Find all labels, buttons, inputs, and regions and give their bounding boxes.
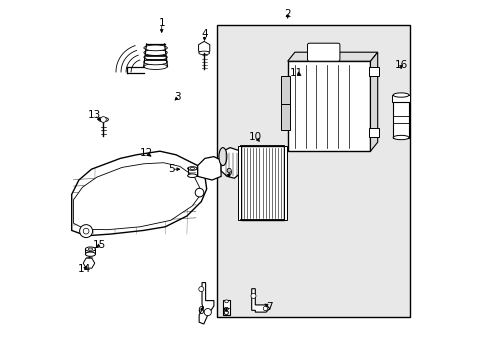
Polygon shape — [199, 283, 213, 324]
Text: 1: 1 — [158, 18, 164, 28]
Text: 12: 12 — [140, 148, 153, 158]
Text: 13: 13 — [87, 110, 101, 120]
Text: 10: 10 — [248, 132, 262, 142]
Polygon shape — [72, 151, 206, 236]
Bar — [280, 101, 289, 130]
Bar — [280, 76, 289, 104]
FancyBboxPatch shape — [287, 61, 370, 151]
Text: 2: 2 — [284, 9, 290, 19]
Circle shape — [101, 117, 106, 122]
Circle shape — [204, 309, 211, 316]
Bar — [368, 128, 379, 137]
Bar — [241, 146, 284, 220]
Ellipse shape — [143, 50, 167, 55]
Text: 3: 3 — [174, 92, 181, 102]
Text: 7: 7 — [266, 302, 272, 312]
Bar — [223, 300, 230, 315]
Polygon shape — [370, 52, 377, 151]
Bar — [368, 67, 379, 76]
Ellipse shape — [224, 300, 228, 303]
Text: 6: 6 — [197, 306, 203, 316]
Circle shape — [199, 287, 203, 292]
Polygon shape — [251, 289, 269, 312]
Ellipse shape — [199, 51, 209, 55]
Ellipse shape — [88, 248, 92, 250]
Text: 14: 14 — [78, 264, 91, 274]
Circle shape — [250, 293, 256, 298]
Polygon shape — [287, 52, 377, 61]
Text: 11: 11 — [289, 68, 302, 78]
Polygon shape — [197, 157, 221, 180]
Ellipse shape — [392, 93, 408, 97]
Text: 16: 16 — [394, 60, 407, 70]
Ellipse shape — [187, 167, 197, 170]
Text: 5: 5 — [168, 164, 174, 174]
Text: 9: 9 — [224, 168, 231, 178]
Ellipse shape — [85, 247, 95, 251]
Text: 4: 4 — [201, 29, 208, 39]
Ellipse shape — [85, 252, 95, 256]
Ellipse shape — [143, 45, 167, 51]
Circle shape — [195, 188, 203, 197]
Bar — [284, 146, 286, 220]
FancyBboxPatch shape — [307, 43, 339, 61]
Text: 8: 8 — [222, 307, 228, 317]
Circle shape — [80, 225, 92, 238]
Ellipse shape — [143, 54, 167, 60]
Bar — [238, 146, 241, 220]
Ellipse shape — [190, 167, 194, 170]
Polygon shape — [221, 148, 242, 178]
Ellipse shape — [143, 64, 167, 69]
Ellipse shape — [187, 174, 197, 177]
Ellipse shape — [392, 135, 408, 140]
Circle shape — [263, 306, 267, 311]
Circle shape — [83, 228, 89, 234]
Bar — [217, 25, 409, 317]
Text: 15: 15 — [93, 240, 106, 250]
Bar — [391, 95, 409, 102]
Bar — [392, 102, 408, 138]
Ellipse shape — [219, 148, 226, 166]
Ellipse shape — [98, 117, 108, 122]
Polygon shape — [73, 163, 199, 230]
Ellipse shape — [143, 59, 167, 65]
